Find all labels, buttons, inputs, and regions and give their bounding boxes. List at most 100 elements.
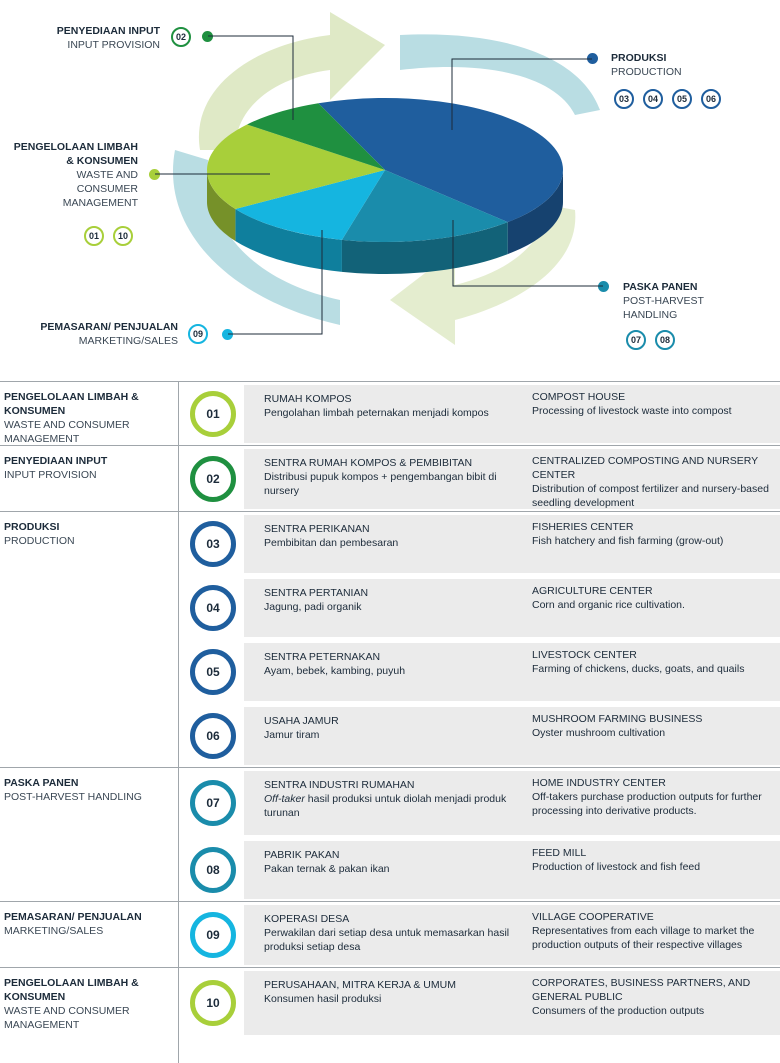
- label-marketing-en: MARKETING/SALES: [78, 335, 178, 347]
- group-label-id: PENYEDIAAN INPUT: [4, 455, 108, 467]
- number-badge: 03: [190, 521, 236, 567]
- pie-slice-marketing: [235, 170, 385, 240]
- row-background: [244, 841, 780, 899]
- english-title: LIVESTOCK CENTER: [532, 649, 637, 661]
- indonesian-desc: Jamur tiram: [264, 729, 320, 741]
- group-label: PEMASARAN/ PENJUALAN MARKETING/SALES: [4, 910, 174, 938]
- label-postharvest-en-1: POST-HARVEST: [623, 295, 704, 307]
- indonesian-text: SENTRA RUMAH KOMPOS & PEMBIBITAN Distribu…: [264, 456, 524, 498]
- table-group: PEMASARAN/ PENJUALAN MARKETING/SALES 09 KOP…: [0, 901, 780, 968]
- label-production-en: PRODUCTION: [611, 66, 682, 78]
- table-row: 08 PABRIK PAKAN Pakan ternak & pakan ikan F…: [180, 838, 780, 902]
- row-separator: [424, 576, 780, 577]
- english-text: HOME INDUSTRY CENTER Off-takers purchase …: [532, 776, 772, 818]
- indonesian-title: SENTRA PERIKANAN: [264, 523, 370, 535]
- group-label-id: PENGELOLAAN LIMBAH & KONSUMEN: [4, 391, 139, 417]
- english-desc: Oyster mushroom cultivation: [532, 727, 666, 739]
- badge-07: 07: [626, 330, 646, 350]
- table-group: PASKA PANEN POST-HARVEST HANDLING 07 SENTRA…: [0, 767, 780, 902]
- group-label-en: WASTE AND CONSUMER MANAGEMENT: [4, 419, 130, 445]
- label-production: PRODUKSI PRODUCTION: [611, 51, 771, 79]
- row-background: [244, 385, 780, 443]
- group-label-en: INPUT PROVISION: [4, 469, 97, 481]
- cycle-diagram: PENYEDIAAN INPUT INPUT PROVISION 02 PENG…: [0, 0, 780, 375]
- table-group: PRODUKSI PRODUCTION 03 SENTRA PERIKANAN Pemb…: [0, 511, 780, 768]
- number-badge: 09: [190, 912, 236, 958]
- english-title: COMPOST HOUSE: [532, 391, 626, 403]
- indonesian-text: KOPERASI DESA Perwakilan dari setiap desa…: [264, 912, 524, 954]
- english-desc: Production of livestock and fish feed: [532, 861, 701, 873]
- row-separator: [424, 640, 780, 641]
- english-desc: Consumers of the production outputs: [532, 1005, 705, 1017]
- number-badge: 04: [190, 585, 236, 631]
- indonesian-desc: Ayam, bebek, kambing, puyuh: [264, 665, 406, 677]
- row-background: [244, 449, 780, 509]
- english-text: COMPOST HOUSE Processing of livestock was…: [532, 390, 772, 418]
- dot-input: [202, 31, 213, 42]
- dot-postharvest: [598, 281, 609, 292]
- english-text: MUSHROOM FARMING BUSINESS Oyster mushroom…: [532, 712, 772, 740]
- indonesian-text: SENTRA PETERNAKAN Ayam, bebek, kambing, p…: [264, 650, 524, 678]
- indonesian-title: SENTRA RUMAH KOMPOS & PEMBIBITAN: [264, 457, 473, 469]
- label-waste-id-2: & KONSUMEN: [66, 155, 138, 167]
- group-label-id: PEMASARAN/ PENJUALAN: [4, 911, 142, 923]
- cycle-arrow-right: [390, 205, 576, 345]
- table-row: 02 SENTRA RUMAH KOMPOS & PEMBIBITAN Distri…: [180, 446, 780, 512]
- dot-production: [587, 53, 598, 64]
- table-row: 10 PERUSAHAAN, MITRA KERJA & UMUM Konsumen…: [180, 968, 780, 1038]
- english-title: CORPORATES, BUSINESS PARTNERS, AND GENER…: [532, 977, 751, 1003]
- cycle-arrow-right-top: [400, 34, 600, 115]
- english-title: CENTRALIZED COMPOSTING AND NURSERY CENTE…: [532, 455, 758, 481]
- indonesian-title: SENTRA PETERNAKAN: [264, 651, 381, 663]
- indonesian-text: SENTRA INDUSTRI RUMAHAN Off-taker hasil p…: [264, 778, 524, 820]
- label-postharvest-id: PASKA PANEN: [623, 281, 698, 293]
- english-title: FISHERIES CENTER: [532, 521, 634, 533]
- english-text: CENTRALIZED COMPOSTING AND NURSERY CENTE…: [532, 454, 772, 510]
- indonesian-desc: Konsumen hasil produksi: [264, 993, 382, 1005]
- indonesian-title: PERUSAHAAN, MITRA KERJA & UMUM: [264, 979, 456, 991]
- table-divider: [178, 381, 179, 1063]
- group-label: PASKA PANEN POST-HARVEST HANDLING: [4, 776, 174, 804]
- group-label-id: PASKA PANEN: [4, 777, 79, 789]
- indonesian-desc: Perwakilan dari setiap desa untuk memasa…: [264, 927, 510, 953]
- row-separator: [424, 838, 780, 839]
- row-background: [244, 905, 780, 965]
- group-label: PENGELOLAAN LIMBAH & KONSUMEN WASTE AND C…: [4, 976, 174, 1032]
- number-badge: 10: [190, 980, 236, 1026]
- table-group: PENGELOLAAN LIMBAH & KONSUMEN WASTE AND C…: [0, 967, 780, 1038]
- indonesian-title: SENTRA INDUSTRI RUMAHAN: [264, 779, 415, 791]
- badge-08: 08: [655, 330, 675, 350]
- label-input-en: INPUT PROVISION: [67, 39, 160, 51]
- indonesian-desc: Off-taker hasil produksi untuk diolah me…: [264, 792, 524, 820]
- row-background: [244, 515, 780, 573]
- table-row: 04 SENTRA PERTANIAN Jagung, padi organik AG…: [180, 576, 780, 640]
- number-badge: 06: [190, 713, 236, 759]
- english-text: FEED MILL Production of livestock and fis…: [532, 846, 772, 874]
- indonesian-text: USAHA JAMUR Jamur tiram: [264, 714, 524, 742]
- english-text: CORPORATES, BUSINESS PARTNERS, AND GENER…: [532, 976, 772, 1018]
- row-background: [244, 643, 780, 701]
- indonesian-title: SENTRA PERTANIAN: [264, 587, 369, 599]
- number-badge: 08: [190, 847, 236, 893]
- cycle-arrow-top: [198, 12, 385, 150]
- english-desc: Distribution of compost fertilizer and n…: [532, 483, 769, 509]
- indonesian-text: PERUSAHAAN, MITRA KERJA & UMUM Konsumen h…: [264, 978, 524, 1006]
- badge-02: 02: [171, 27, 191, 47]
- badge-10: 10: [113, 226, 133, 246]
- indonesian-text: RUMAH KOMPOS Pengolahan limbah peternakan…: [264, 392, 524, 420]
- label-input: PENYEDIAAN INPUT INPUT PROVISION: [35, 24, 160, 52]
- group-label: PRODUKSI PRODUCTION: [4, 520, 174, 548]
- indonesian-title: USAHA JAMUR: [264, 715, 339, 727]
- label-postharvest-en-2: HANDLING: [623, 309, 678, 321]
- table-group: PENYEDIAAN INPUT INPUT PROVISION 02 SENTRA …: [0, 445, 780, 512]
- badge-09: 09: [188, 324, 208, 344]
- indonesian-title: RUMAH KOMPOS: [264, 393, 352, 405]
- label-production-id: PRODUKSI: [611, 52, 667, 64]
- indonesian-desc-emphasis: Off-taker: [264, 793, 305, 805]
- english-desc: Off-takers purchase production outputs f…: [532, 791, 762, 817]
- badge-03: 03: [614, 89, 634, 109]
- indonesian-title: PABRIK PAKAN: [264, 849, 340, 861]
- badge-05: 05: [672, 89, 692, 109]
- group-label-en: WASTE AND CONSUMER MANAGEMENT: [4, 1005, 130, 1031]
- indonesian-desc: Distribusi pupuk kompos + pengembangan b…: [264, 471, 497, 497]
